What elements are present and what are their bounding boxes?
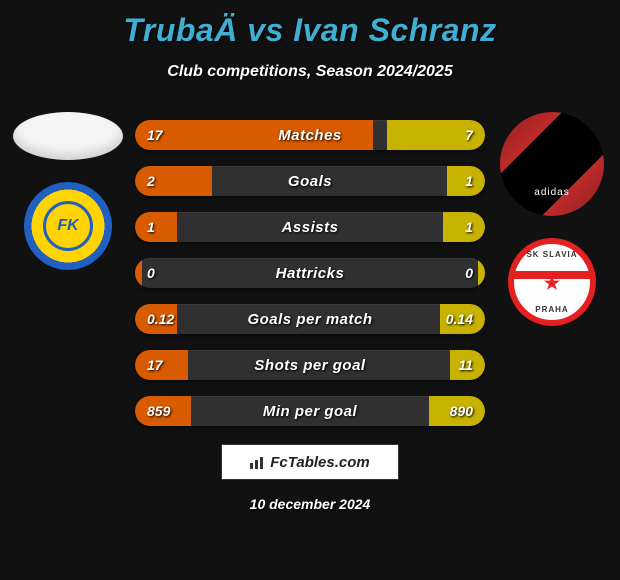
source-brand-label: FcTables.com (270, 454, 369, 471)
footer-date: 10 december 2024 (0, 496, 620, 512)
player-left-avatar (13, 112, 123, 160)
stat-label: Matches (135, 120, 485, 150)
stat-label: Goals (135, 166, 485, 196)
club-left-abbrev: FK (43, 201, 93, 251)
player-right-avatar: adidas (500, 112, 604, 216)
club-right-text-top: SK SLAVIA (514, 250, 590, 259)
comparison-title: TrubaÄ vs Ivan Schranz (0, 0, 620, 49)
stat-label: Min per goal (135, 396, 485, 426)
player-left-column: FK (8, 112, 128, 270)
stat-label: Shots per goal (135, 350, 485, 380)
jersey-brand-label: adidas (534, 187, 569, 198)
bar-chart-icon (250, 455, 266, 469)
club-left-badge: FK (24, 182, 112, 270)
club-right-badge: SK SLAVIA ★ PRAHA (508, 238, 596, 326)
stat-row: 00Hattricks (135, 258, 485, 288)
source-brand-box[interactable]: FcTables.com (221, 444, 399, 480)
stat-bars-container: 177Matches 21Goals 11Assists 00Hattricks 0.1… (135, 112, 485, 426)
player-right-column: adidas SK SLAVIA ★ PRAHA (492, 112, 612, 326)
comparison-subtitle: Club competitions, Season 2024/2025 (0, 63, 620, 81)
club-right-text-bottom: PRAHA (514, 305, 590, 314)
comparison-body: FK adidas SK SLAVIA ★ PRAHA 177Matches 21… (0, 112, 620, 512)
stat-row: 1711Shots per goal (135, 350, 485, 380)
stat-row: 21Goals (135, 166, 485, 196)
stat-row: 0.120.14Goals per match (135, 304, 485, 334)
stat-row: 177Matches (135, 120, 485, 150)
star-icon: ★ (544, 273, 560, 294)
stat-label: Goals per match (135, 304, 485, 334)
stat-label: Assists (135, 212, 485, 242)
stat-label: Hattricks (135, 258, 485, 288)
stat-row: 11Assists (135, 212, 485, 242)
stat-row: 859890Min per goal (135, 396, 485, 426)
